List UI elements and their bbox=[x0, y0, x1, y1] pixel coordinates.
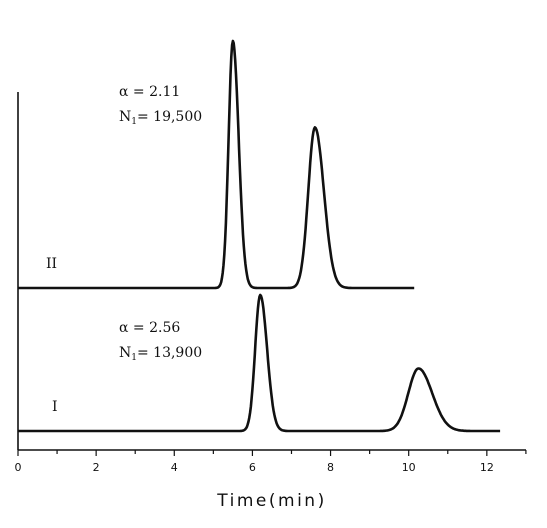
x-tick-label: 12 bbox=[480, 461, 494, 474]
series-i-n-annotation: N1= 13,900 bbox=[119, 345, 202, 363]
x-tick-label: 10 bbox=[402, 461, 416, 474]
series-ii-alpha-annotation: α = 2.11 bbox=[119, 84, 180, 100]
series-ii-n-annotation: N1= 19,500 bbox=[119, 109, 202, 127]
series-ii-label: II bbox=[46, 256, 57, 272]
x-tick-label: 0 bbox=[15, 461, 22, 474]
x-tick-label: 2 bbox=[93, 461, 100, 474]
x-axis-tick-labels: 0 2 4 6 8 10 12 bbox=[15, 461, 494, 474]
x-tick-label: 6 bbox=[249, 461, 256, 474]
series-i-label: I bbox=[52, 399, 58, 415]
x-axis-title: Time(min) bbox=[216, 491, 326, 511]
x-tick-label: 4 bbox=[171, 461, 178, 474]
series-ii-trace bbox=[17, 39, 415, 290]
series-i-trace bbox=[17, 293, 501, 433]
x-tick-label: 8 bbox=[327, 461, 334, 474]
x-axis-ticks bbox=[17, 450, 527, 456]
series-i-alpha-annotation: α = 2.56 bbox=[119, 320, 180, 336]
